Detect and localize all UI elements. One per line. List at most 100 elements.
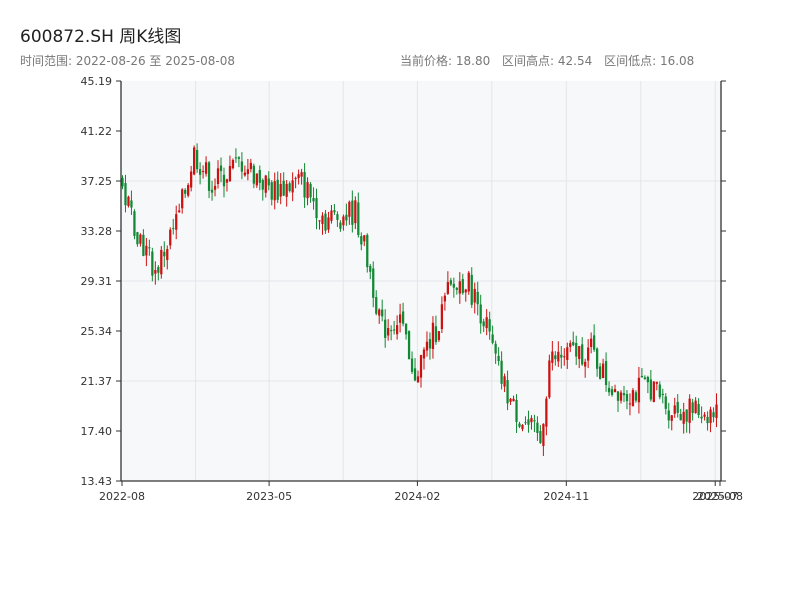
candle-body: [348, 201, 351, 217]
candle-body: [166, 249, 169, 261]
candle-body: [309, 183, 312, 198]
candle-body: [282, 180, 285, 196]
candle-body: [172, 228, 175, 230]
candle-body: [584, 361, 587, 367]
candle-body: [291, 180, 294, 193]
candle-body: [506, 379, 509, 404]
candle-body: [715, 404, 718, 418]
candle-body: [270, 182, 273, 200]
candle-body: [512, 398, 515, 402]
candle-body: [655, 381, 658, 384]
candle-body: [598, 366, 602, 379]
candle-body: [395, 325, 399, 335]
candle-body: [548, 360, 551, 398]
candle-body: [255, 173, 258, 186]
x-tick-label: 2024-11: [543, 490, 589, 503]
candle-body: [407, 331, 411, 360]
candle-body: [649, 379, 652, 400]
candle-body: [449, 280, 452, 285]
candle-body: [228, 166, 232, 182]
candle-body: [288, 183, 291, 191]
candle-body: [527, 419, 530, 425]
candle-body: [446, 282, 449, 294]
candle-body: [482, 321, 485, 327]
candle-body: [193, 147, 196, 175]
candle-body: [163, 251, 166, 257]
candle-body: [494, 343, 497, 354]
candle-body: [413, 368, 417, 381]
candle-body: [551, 351, 554, 363]
candle-body: [258, 170, 261, 183]
candle-body: [306, 182, 309, 199]
candle-body: [601, 363, 605, 378]
candle-body: [276, 179, 279, 200]
candle-body: [670, 415, 673, 421]
candle-body: [443, 295, 447, 302]
candle-body: [691, 402, 694, 414]
candle-body: [428, 339, 432, 349]
candle-body: [431, 322, 435, 349]
candle-body: [294, 178, 297, 180]
candle-body: [682, 411, 685, 424]
candle-body: [673, 405, 676, 414]
candle-body: [279, 183, 282, 197]
candle-body: [581, 344, 584, 365]
candle-body: [587, 347, 590, 361]
candle-body: [470, 274, 473, 305]
candle-body: [590, 338, 593, 348]
candle-body: [685, 409, 688, 422]
candle-body: [366, 234, 369, 268]
candle-body: [264, 175, 267, 193]
candle-body: [455, 287, 458, 290]
candle-body: [372, 268, 375, 298]
candle-body: [652, 381, 655, 402]
candle-body: [300, 172, 303, 177]
candle-body: [709, 409, 712, 424]
candle-body: [545, 398, 548, 427]
candle-body: [658, 384, 661, 398]
candle-body: [575, 342, 578, 357]
candle-body: [560, 354, 563, 358]
date-range-label: 时间范围:: [20, 54, 76, 68]
candle-body: [410, 358, 414, 372]
candle-body: [467, 272, 470, 292]
candle-body: [142, 234, 145, 256]
candle-body: [219, 165, 223, 172]
candle-body: [515, 400, 518, 422]
candle-body: [345, 214, 348, 221]
candle-body: [604, 361, 608, 386]
candle-body: [252, 165, 255, 184]
candle-body: [479, 304, 482, 324]
candle-body: [616, 391, 620, 401]
chart-title: 600872.SH 周K线图: [20, 27, 182, 47]
period-high: 区间高点: 42.54: [502, 54, 593, 68]
candle-body: [378, 309, 381, 316]
candle-body: [381, 309, 384, 317]
candle-body: [533, 420, 536, 422]
candle-body: [572, 342, 575, 346]
candle-body: [225, 179, 229, 183]
candle-body: [315, 198, 318, 219]
candle-body: [195, 150, 199, 170]
candle-body: [181, 189, 184, 209]
candle-body: [593, 335, 596, 350]
axes: [116, 80, 726, 486]
candle-body: [124, 183, 127, 206]
y-tick-label: 29.31: [81, 275, 113, 288]
candle-body: [452, 283, 455, 288]
candle-body: [536, 422, 539, 433]
candle-body: [393, 329, 396, 331]
candle-body: [387, 328, 390, 336]
candle-body: [404, 323, 408, 335]
candle-body: [476, 291, 479, 305]
candle-body: [246, 169, 249, 175]
candle-body: [312, 198, 315, 202]
candle-body: [578, 346, 581, 360]
candle-body: [637, 377, 641, 403]
candle-body: [360, 236, 363, 245]
candle-body: [249, 162, 252, 170]
date-start: 2022-08-26: [75, 54, 146, 68]
candle-body: [566, 347, 569, 360]
candle-body: [375, 297, 378, 314]
date-end: 2025-08-08: [165, 54, 235, 68]
